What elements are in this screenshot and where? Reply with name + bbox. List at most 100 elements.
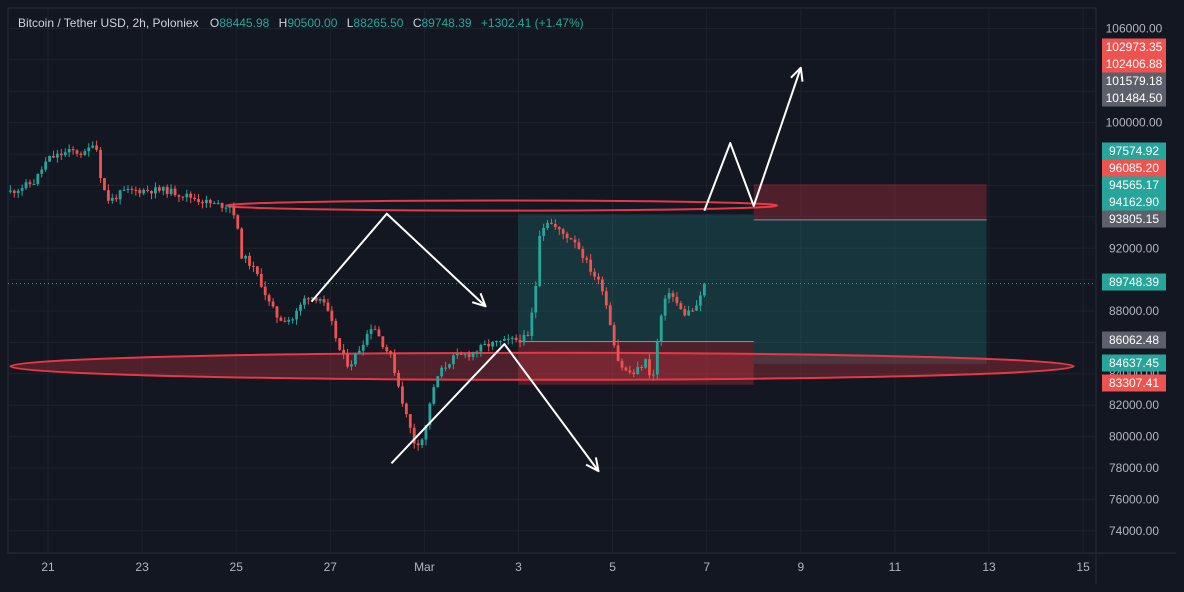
candle-body [624, 367, 628, 371]
candle-body [59, 153, 63, 156]
candle-body [181, 196, 185, 198]
candle-body [522, 334, 526, 343]
candle-body [369, 329, 373, 334]
candle-body [173, 188, 177, 196]
candle-body [177, 195, 181, 197]
candle-body [99, 149, 102, 179]
candle-body [565, 233, 569, 239]
candle-body [20, 188, 24, 191]
candle-body [655, 341, 659, 375]
candle-body [330, 310, 334, 321]
candle-body [491, 341, 495, 347]
time-tick-label: 5 [609, 560, 616, 574]
candle-body [220, 202, 224, 208]
symbol-legend: Bitcoin / Tether USD, 2h, Poloniex O8844… [18, 16, 584, 30]
candle-body [510, 337, 514, 339]
candle-body [130, 188, 134, 190]
candle-body [338, 338, 342, 350]
candle-body [342, 349, 346, 354]
candle-body [683, 309, 687, 316]
candle-body [118, 190, 122, 200]
time-tick-label: 11 [889, 560, 902, 574]
price-tick-label: 88000.00 [1109, 304, 1159, 318]
candle-body [75, 150, 79, 154]
candle-body [361, 344, 365, 351]
candle-body [126, 188, 130, 190]
candle-body [632, 372, 636, 375]
candle-body [546, 222, 549, 228]
candle-body [48, 155, 51, 162]
time-tick-label: 9 [797, 560, 804, 574]
candle-body [228, 206, 232, 208]
candle-body [259, 274, 263, 287]
candle-body [79, 153, 83, 156]
candle-body [640, 367, 644, 369]
price-label-box [1102, 142, 1166, 160]
candle-body [279, 317, 283, 321]
arrow-down-from-low-head [585, 457, 600, 473]
time-tick-label: 3 [515, 560, 522, 574]
candle-body [526, 334, 530, 336]
candle-body [542, 227, 545, 236]
candle-body [553, 223, 557, 228]
long-position-target-zone [518, 214, 754, 342]
price-label: 86062.48 [1109, 333, 1159, 347]
price-label-box [1102, 176, 1166, 194]
candle-body [675, 296, 679, 304]
price-label-box [1102, 72, 1166, 90]
candle-body [346, 353, 349, 367]
arrow-up-from-low [310, 212, 487, 308]
candle-body [322, 299, 326, 303]
candle-body [138, 190, 142, 194]
candle-body [385, 347, 389, 352]
candle-body [483, 343, 487, 345]
time-tick-label: 13 [982, 560, 996, 574]
candle-body [514, 337, 518, 340]
candle-body [189, 193, 193, 198]
candle-body [506, 338, 510, 340]
candle-body [169, 188, 173, 195]
candle-body [518, 339, 522, 343]
candle-body [612, 325, 616, 346]
candle-body [561, 229, 565, 234]
candle-body [440, 367, 444, 377]
arrow-up-target [703, 67, 802, 211]
candle-body [471, 352, 475, 357]
candle-body [40, 169, 44, 174]
candle-body [310, 297, 314, 299]
candle-body [463, 354, 467, 356]
candle-body [208, 199, 212, 204]
candle-body [581, 248, 585, 259]
candle-body [663, 298, 667, 316]
price-label-box [1102, 354, 1166, 372]
candle-body [377, 329, 381, 337]
candle-body [283, 320, 287, 322]
candle-body [679, 303, 683, 310]
candle-body [389, 351, 393, 354]
candle-body [436, 376, 440, 388]
candle-body [687, 310, 691, 316]
candle-body [56, 153, 59, 158]
price-tick-label: 78000.00 [1109, 461, 1159, 475]
candle-body [530, 312, 534, 336]
change-value: +1302.41 (+1.47%) [480, 16, 584, 30]
candle-body [397, 372, 400, 387]
candle-body [651, 374, 655, 376]
candle-body [695, 305, 698, 311]
candle-body [295, 310, 298, 320]
price-label-box [1102, 55, 1166, 73]
candle-body [499, 340, 502, 342]
candle-body [538, 235, 542, 286]
candle-body [24, 182, 28, 189]
time-tick-label: 21 [41, 560, 55, 574]
candle-body [448, 364, 451, 368]
resistance-ellipse [225, 199, 779, 212]
candle-body [585, 258, 589, 260]
candle-body [83, 151, 87, 156]
candle-body [420, 439, 424, 446]
price-tick-label: 80000.00 [1109, 430, 1159, 444]
candle-body [424, 425, 428, 440]
